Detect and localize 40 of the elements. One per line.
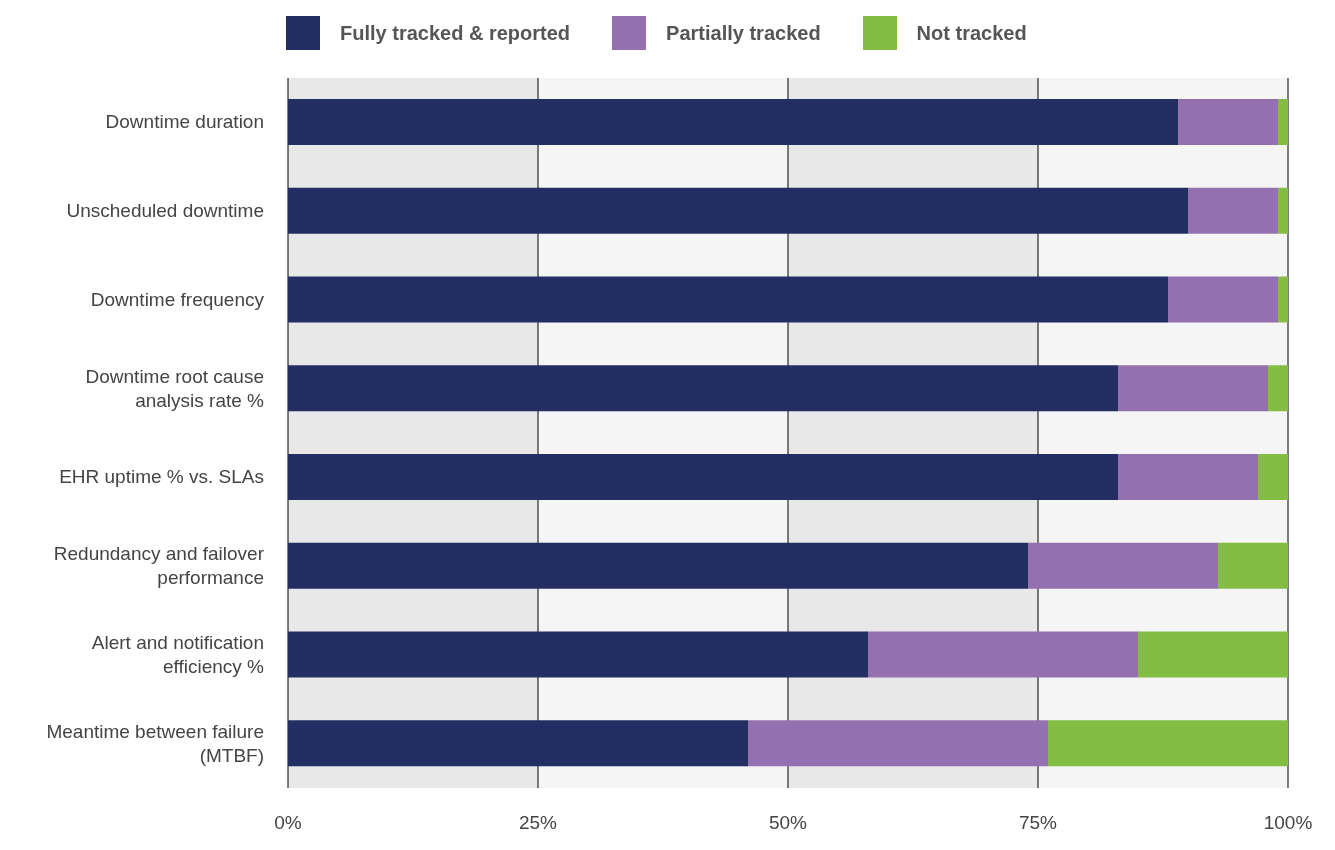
bar [288,365,1118,412]
bar [288,187,1188,234]
bar [1028,542,1218,589]
bar [288,720,748,767]
legend-label: Fully tracked & reported [340,21,571,45]
y-tick-label: EHR uptime % vs. SLAs [59,466,264,488]
bar [1268,365,1288,412]
bar [1258,454,1288,500]
x-tick-label: 75% [1018,812,1058,834]
bar [1118,454,1258,500]
bar [1278,187,1288,234]
bar [1118,365,1268,412]
bar [1138,631,1288,678]
bar [288,454,1118,500]
bar [1178,99,1278,145]
y-tick-label: Downtime duration [105,111,264,133]
x-tick-label: 50% [768,812,808,834]
x-tick-label: 25% [518,812,558,834]
bar [1218,542,1288,589]
y-tick-label: Unscheduled downtime [66,200,264,222]
legend-label: Partially tracked [666,21,821,45]
y-tick-label: Downtime root cause analysis rate % [85,365,265,411]
bar [288,631,868,678]
x-tick-label: 100% [1263,812,1313,834]
y-tick-label: Redundancy and failover performance [53,543,265,589]
bar [288,99,1178,145]
bar [1168,276,1278,323]
bar [748,720,1048,767]
y-tick-label: Downtime frequency [90,288,265,310]
y-tick-label: Meantime between failure (MTBF) [46,720,264,766]
bar [1278,276,1288,323]
bar [1048,720,1288,767]
bar [1278,99,1288,145]
bar [288,276,1168,323]
legend-label: Not tracked [916,21,1027,45]
bar [868,631,1138,678]
x-tick-label: 0% [274,812,302,834]
bar [288,542,1028,589]
bar [1188,187,1278,234]
y-tick-label: Alert and notification efficiency % [91,631,265,677]
